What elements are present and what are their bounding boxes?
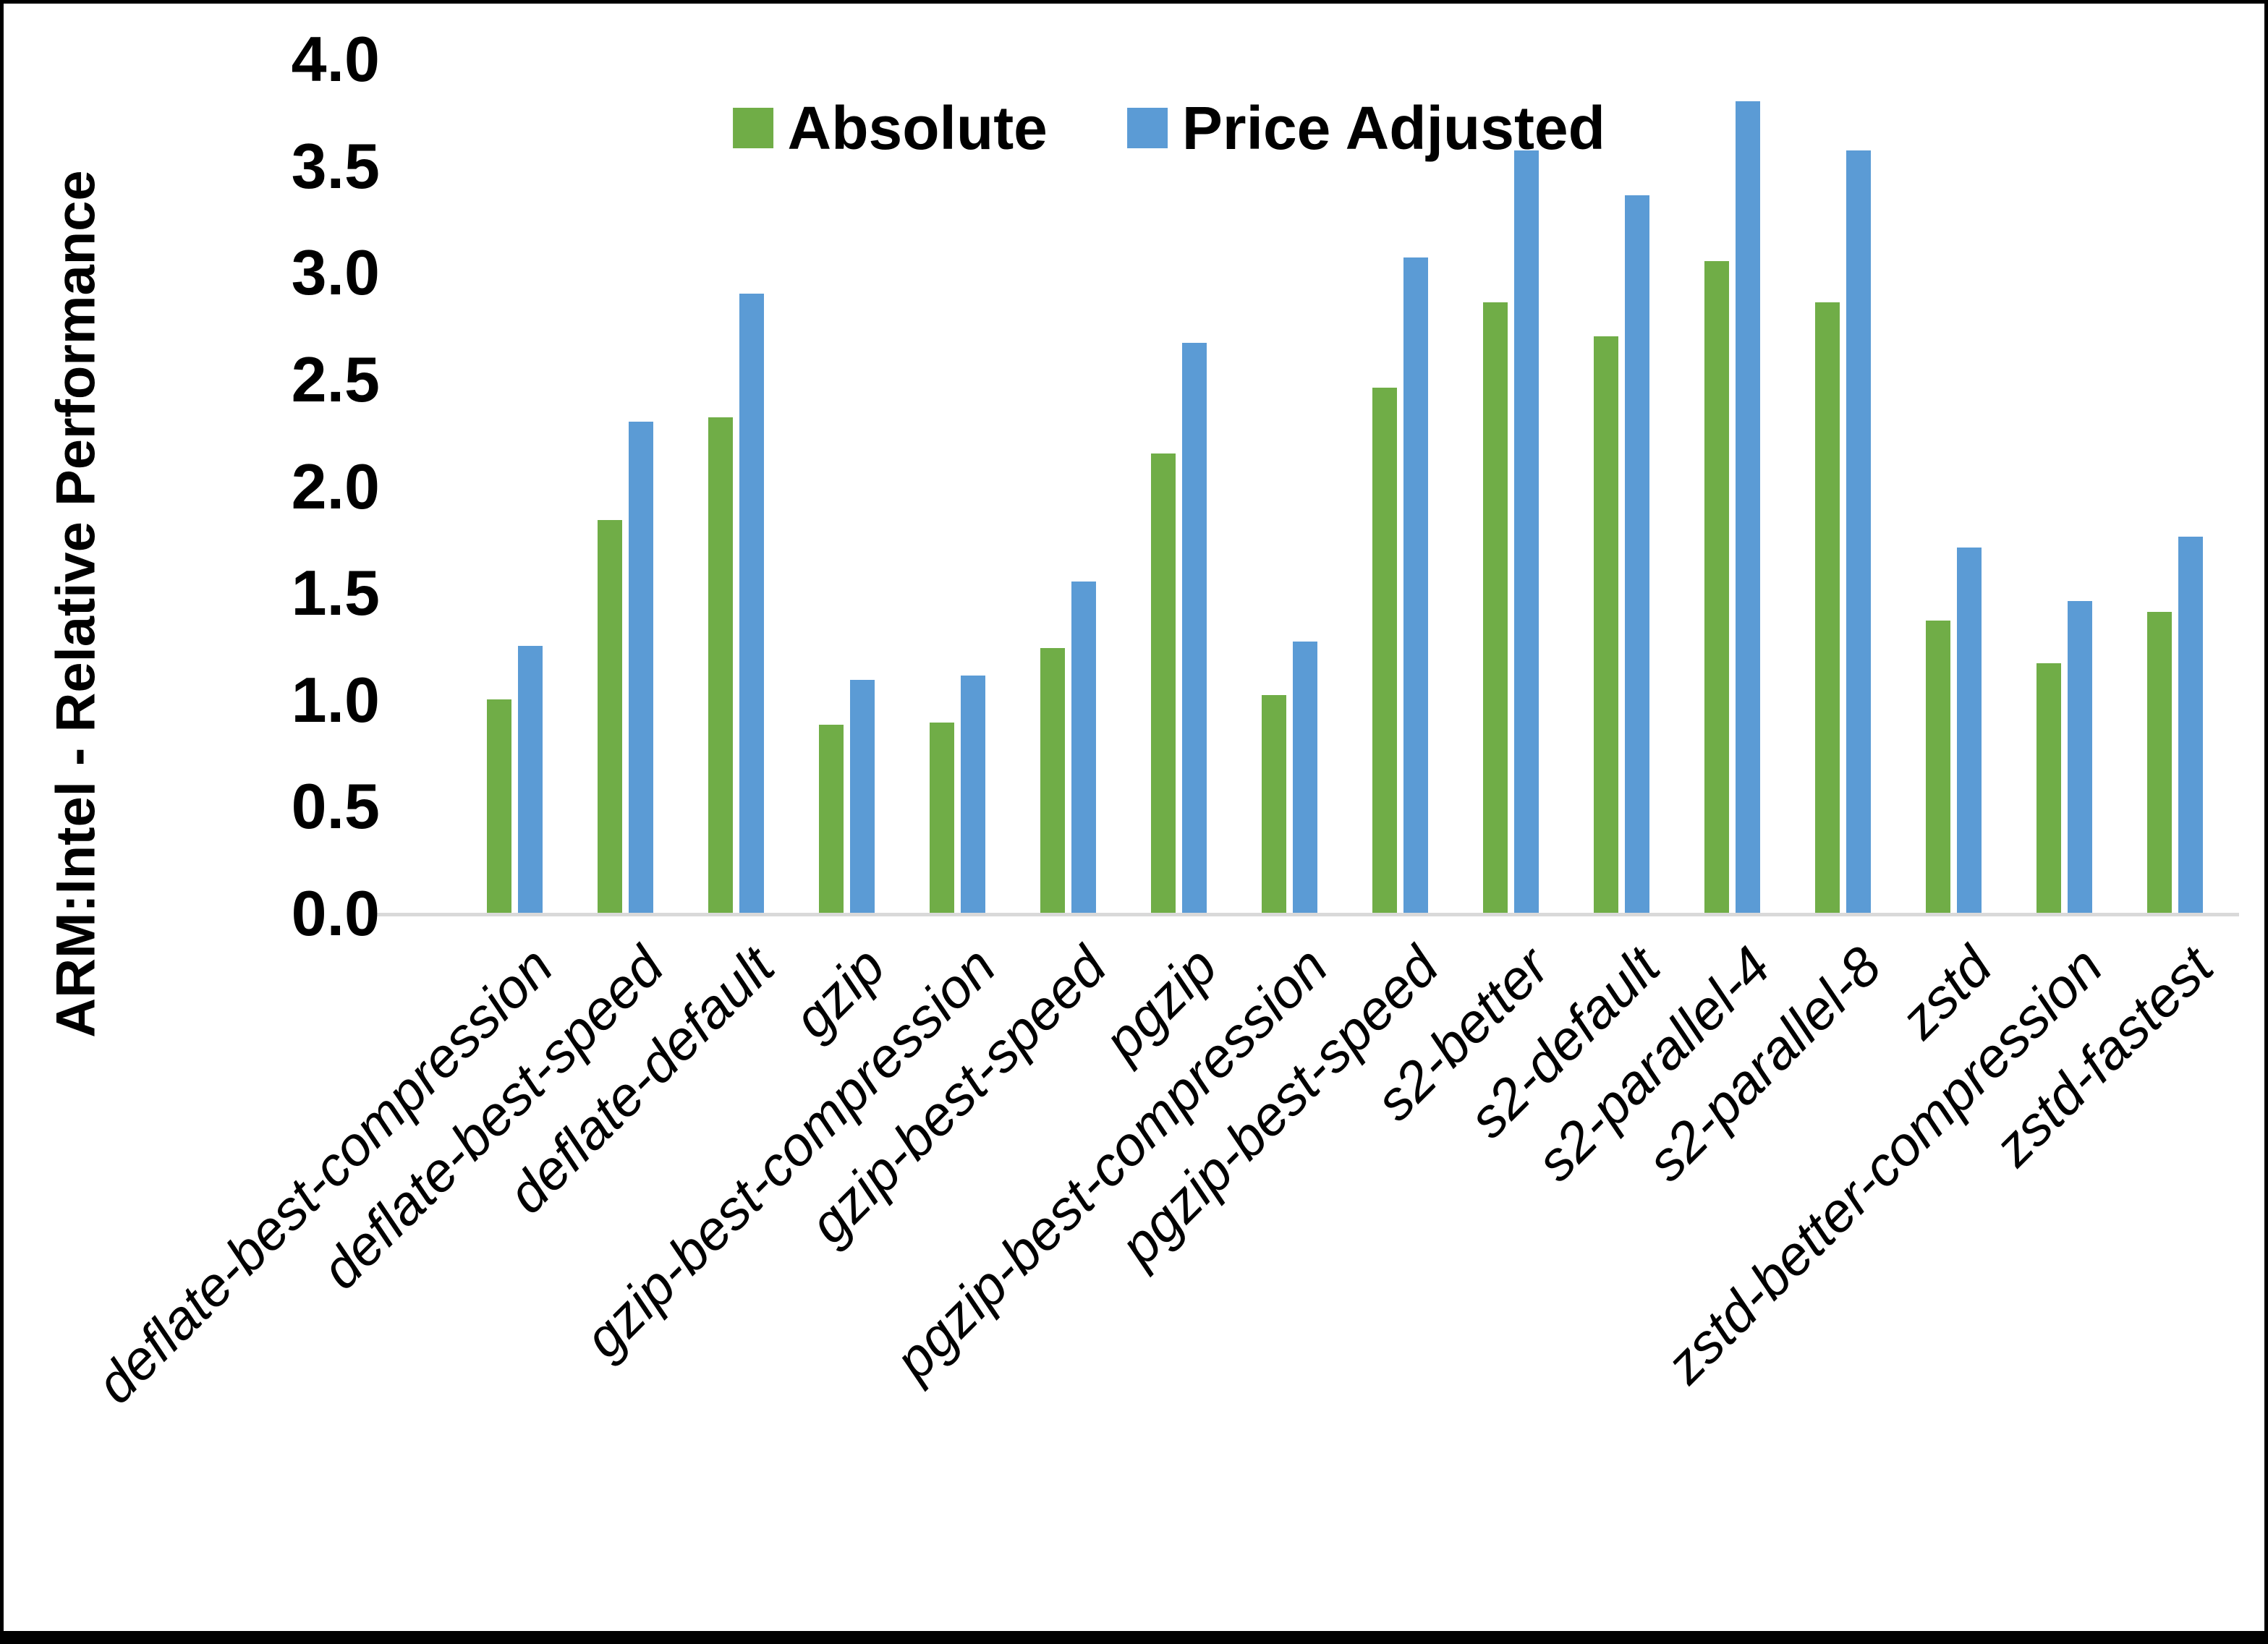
bar-absolute xyxy=(1926,621,1950,913)
bar-absolute xyxy=(1151,453,1176,913)
bar-absolute xyxy=(598,520,622,913)
bar-absolute xyxy=(1815,302,1840,913)
x-axis-line xyxy=(369,913,2239,916)
bar-price-adjusted xyxy=(739,294,764,913)
bar-price-adjusted xyxy=(2178,537,2203,913)
bar-absolute xyxy=(2036,663,2061,913)
y-axis-tick-label: 2.0 xyxy=(291,450,380,522)
bar-absolute xyxy=(930,723,954,913)
y-axis-tick-label: 2.5 xyxy=(291,343,380,415)
bar-absolute xyxy=(487,699,511,913)
y-axis-tick-label: 4.0 xyxy=(291,23,380,95)
y-axis-title: ARM:Intel - Relative Performance xyxy=(45,170,107,1038)
bar-price-adjusted xyxy=(1293,642,1317,913)
bar-absolute xyxy=(1704,261,1729,913)
bar-price-adjusted xyxy=(1182,343,1207,913)
bar-price-adjusted xyxy=(629,422,653,913)
y-axis-tick-label: 0.0 xyxy=(291,877,380,949)
bar-absolute xyxy=(1040,648,1065,913)
bar-price-adjusted xyxy=(1625,195,1649,913)
legend-swatch-price-adjusted xyxy=(1126,108,1168,148)
y-axis-tick-label: 3.5 xyxy=(291,129,380,202)
legend: Absolute Price Adjusted xyxy=(732,94,1605,162)
y-axis-tick-label: 1.5 xyxy=(291,557,380,629)
bar-price-adjusted xyxy=(1514,150,1539,913)
bar-price-adjusted xyxy=(1846,150,1871,913)
bar-absolute xyxy=(1262,695,1286,913)
bar-price-adjusted xyxy=(1736,101,1760,913)
x-axis-label: deflate-best-compression xyxy=(85,935,565,1415)
legend-entry-price-adjusted: Price Adjusted xyxy=(1126,94,1605,162)
legend-label-absolute: Absolute xyxy=(787,94,1048,162)
bar-price-adjusted xyxy=(850,680,875,913)
bar-absolute xyxy=(1483,302,1508,913)
bar-price-adjusted xyxy=(518,646,543,913)
y-axis-tick-label: 3.0 xyxy=(291,237,380,309)
bar-absolute xyxy=(1594,336,1618,913)
legend-entry-absolute: Absolute xyxy=(732,94,1048,162)
bar-absolute xyxy=(2147,612,2172,913)
y-axis-tick-label: 0.5 xyxy=(291,770,380,843)
bar-absolute xyxy=(819,725,844,913)
bar-price-adjusted xyxy=(2068,601,2092,913)
bar-price-adjusted xyxy=(961,676,985,913)
legend-swatch-absolute xyxy=(732,108,773,148)
y-axis-tick-label: 1.0 xyxy=(291,663,380,736)
bar-price-adjusted xyxy=(1957,548,1982,913)
bar-absolute xyxy=(1372,388,1397,913)
bar-price-adjusted xyxy=(1403,257,1428,913)
legend-label-price-adjusted: Price Adjusted xyxy=(1181,94,1605,162)
bar-price-adjusted xyxy=(1071,582,1096,913)
bar-absolute xyxy=(708,417,733,913)
